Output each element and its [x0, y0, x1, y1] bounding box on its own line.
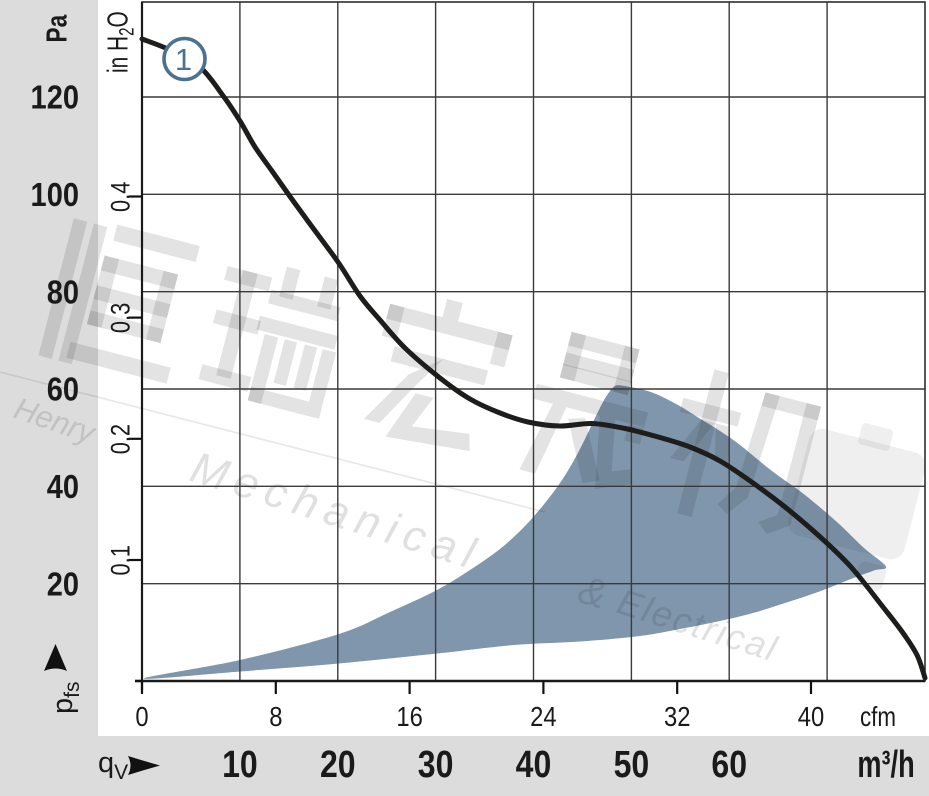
svg-text:Pa: Pa — [40, 14, 73, 42]
svg-text:8: 8 — [269, 700, 282, 732]
svg-text:120: 120 — [31, 79, 79, 116]
svg-text:40: 40 — [47, 468, 79, 505]
svg-text:in H2O: in H2O — [102, 11, 138, 73]
svg-text:cfm: cfm — [860, 702, 896, 733]
svg-text:100: 100 — [31, 176, 79, 213]
svg-text:50: 50 — [614, 744, 650, 786]
svg-text:40: 40 — [798, 700, 824, 732]
svg-text:32: 32 — [664, 700, 690, 732]
svg-text:0,3: 0,3 — [106, 303, 136, 333]
svg-text:40: 40 — [516, 744, 552, 786]
svg-text:m³/h: m³/h — [857, 743, 914, 785]
svg-text:24: 24 — [530, 700, 556, 732]
svg-text:60: 60 — [47, 371, 79, 408]
svg-text:0,2: 0,2 — [106, 424, 136, 454]
svg-text:60: 60 — [711, 744, 747, 786]
svg-text:0,1: 0,1 — [106, 545, 136, 575]
svg-text:80: 80 — [47, 274, 79, 311]
svg-text:0,4: 0,4 — [106, 182, 136, 212]
svg-text:10: 10 — [222, 744, 258, 786]
svg-text:16: 16 — [396, 700, 422, 732]
svg-text:1: 1 — [175, 42, 192, 77]
svg-text:20: 20 — [320, 744, 356, 786]
svg-text:0: 0 — [135, 700, 148, 732]
svg-text:20: 20 — [47, 566, 79, 603]
svg-text:30: 30 — [418, 744, 454, 786]
